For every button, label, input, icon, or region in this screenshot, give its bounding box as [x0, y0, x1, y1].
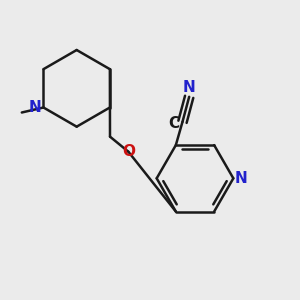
Text: N: N: [183, 80, 196, 95]
Text: O: O: [122, 144, 135, 159]
Text: N: N: [234, 171, 247, 186]
Text: C: C: [169, 116, 180, 131]
Text: N: N: [29, 100, 41, 115]
